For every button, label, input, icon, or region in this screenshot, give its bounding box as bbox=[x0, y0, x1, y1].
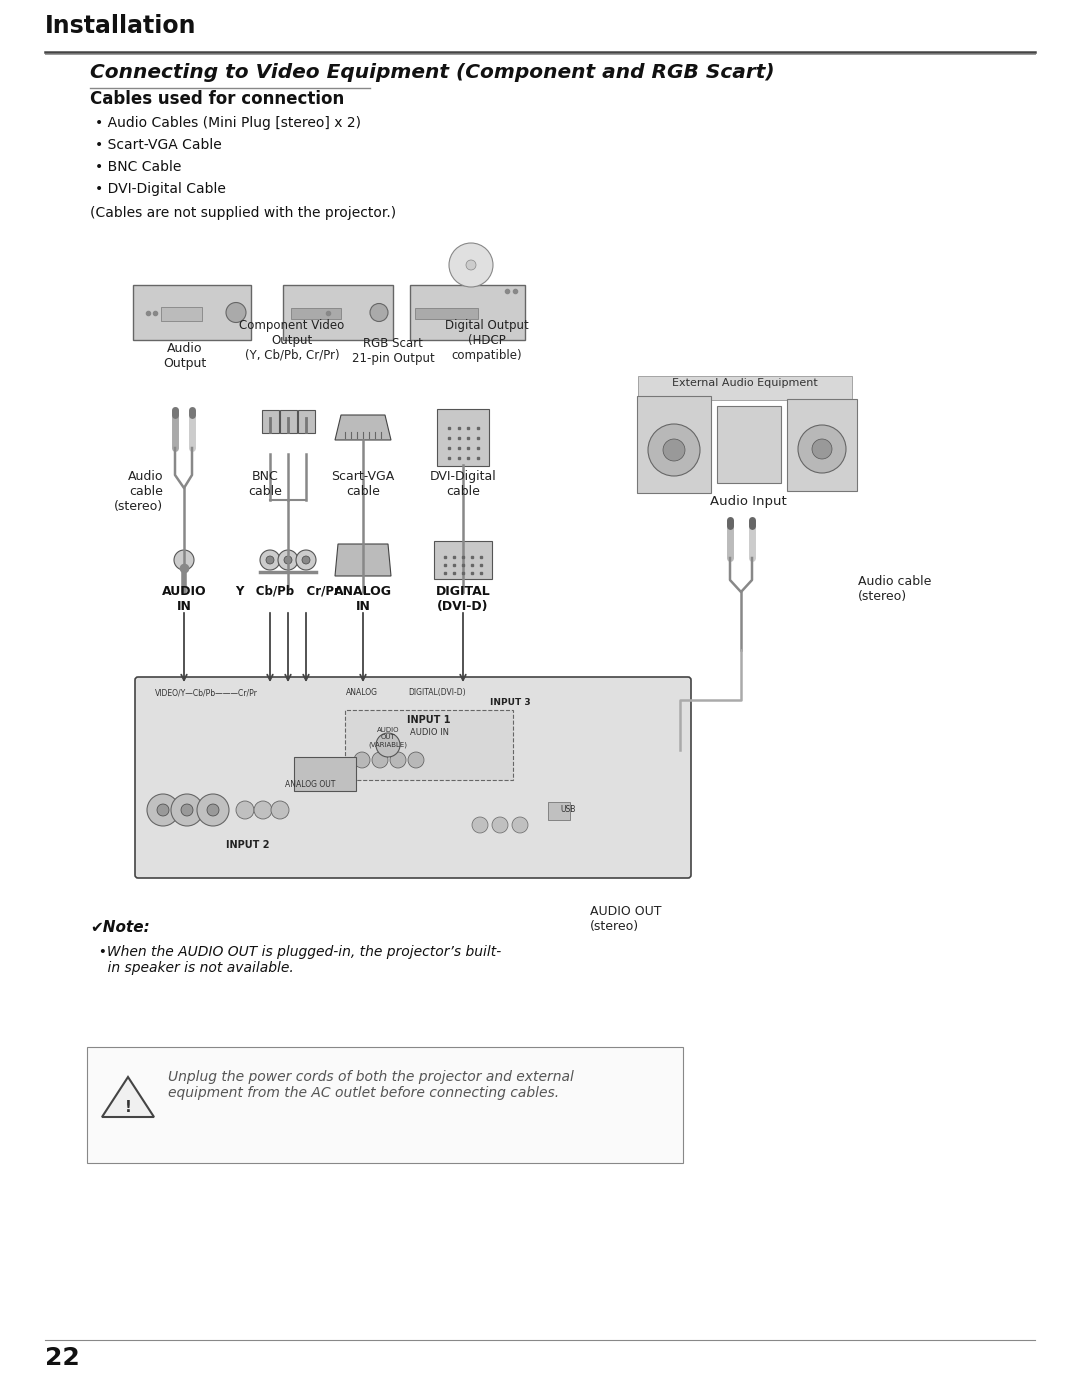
Text: DVI-Digital
cable: DVI-Digital cable bbox=[430, 469, 497, 497]
Text: External Audio Equipment: External Audio Equipment bbox=[672, 379, 818, 388]
Text: Audio
Output: Audio Output bbox=[163, 342, 206, 370]
FancyBboxPatch shape bbox=[637, 395, 711, 493]
Text: DIGITAL(DVI-D): DIGITAL(DVI-D) bbox=[408, 687, 465, 697]
Text: INPUT 2: INPUT 2 bbox=[226, 840, 270, 849]
Bar bbox=[345, 710, 513, 780]
Circle shape bbox=[278, 550, 298, 570]
Circle shape bbox=[370, 303, 388, 321]
FancyBboxPatch shape bbox=[261, 409, 279, 433]
Circle shape bbox=[798, 425, 846, 474]
Text: • BNC Cable: • BNC Cable bbox=[95, 161, 181, 175]
Circle shape bbox=[181, 805, 193, 816]
Text: (Cables are not supplied with the projector.): (Cables are not supplied with the projec… bbox=[90, 205, 396, 219]
Text: • Scart-VGA Cable: • Scart-VGA Cable bbox=[95, 138, 221, 152]
Circle shape bbox=[284, 556, 292, 564]
FancyBboxPatch shape bbox=[133, 285, 251, 339]
FancyBboxPatch shape bbox=[787, 400, 858, 490]
Text: INPUT 3: INPUT 3 bbox=[489, 698, 530, 707]
Text: INPUT 1: INPUT 1 bbox=[407, 715, 450, 725]
Text: • DVI-Digital Cable: • DVI-Digital Cable bbox=[95, 182, 226, 196]
Circle shape bbox=[472, 817, 488, 833]
Text: DIGITAL
(DVI-D): DIGITAL (DVI-D) bbox=[435, 585, 490, 613]
Circle shape bbox=[147, 793, 179, 826]
Text: Digital Output
(HDCP
compatible): Digital Output (HDCP compatible) bbox=[445, 319, 529, 362]
Text: Audio
cable
(stereo): Audio cable (stereo) bbox=[113, 469, 163, 513]
FancyBboxPatch shape bbox=[135, 678, 691, 877]
Text: BNC
cable: BNC cable bbox=[248, 469, 282, 497]
Circle shape bbox=[237, 800, 254, 819]
Circle shape bbox=[492, 817, 508, 833]
Text: Installation: Installation bbox=[45, 14, 197, 38]
Circle shape bbox=[812, 439, 832, 460]
Text: !: ! bbox=[124, 1099, 132, 1115]
FancyBboxPatch shape bbox=[638, 376, 852, 400]
Bar bbox=[548, 802, 570, 820]
Text: AUDIO
IN: AUDIO IN bbox=[162, 585, 206, 613]
Text: • Audio Cables (Mini Plug [stereo] x 2): • Audio Cables (Mini Plug [stereo] x 2) bbox=[95, 116, 361, 130]
FancyBboxPatch shape bbox=[294, 757, 356, 791]
Circle shape bbox=[465, 260, 476, 270]
Circle shape bbox=[512, 817, 528, 833]
Circle shape bbox=[648, 425, 700, 476]
Circle shape bbox=[260, 550, 280, 570]
Circle shape bbox=[157, 805, 168, 816]
Bar bbox=[415, 307, 477, 319]
FancyBboxPatch shape bbox=[434, 541, 492, 578]
Text: Audio cable
(stereo): Audio cable (stereo) bbox=[858, 576, 931, 604]
Text: Y   Cb/Pb   Cr/Pr: Y Cb/Pb Cr/Pr bbox=[235, 585, 340, 598]
FancyBboxPatch shape bbox=[87, 1046, 683, 1162]
Text: ANALOG OUT: ANALOG OUT bbox=[285, 780, 335, 789]
Circle shape bbox=[197, 793, 229, 826]
FancyBboxPatch shape bbox=[280, 409, 297, 433]
Text: AUDIO IN: AUDIO IN bbox=[409, 728, 448, 738]
FancyBboxPatch shape bbox=[283, 285, 393, 339]
Text: Connecting to Video Equipment (Component and RGB Scart): Connecting to Video Equipment (Component… bbox=[90, 63, 774, 82]
Circle shape bbox=[449, 243, 492, 286]
Text: Unplug the power cords of both the projector and external
equipment from the AC : Unplug the power cords of both the proje… bbox=[168, 1070, 573, 1101]
Circle shape bbox=[207, 805, 219, 816]
Text: Audio Input: Audio Input bbox=[710, 495, 786, 509]
Circle shape bbox=[390, 752, 406, 768]
Text: ✔Note:: ✔Note: bbox=[90, 921, 150, 935]
Circle shape bbox=[254, 800, 272, 819]
Bar bbox=[291, 307, 340, 319]
Text: ANALOG: ANALOG bbox=[346, 687, 378, 697]
Text: USB: USB bbox=[561, 805, 576, 814]
FancyBboxPatch shape bbox=[717, 407, 781, 483]
FancyBboxPatch shape bbox=[409, 285, 525, 339]
Text: 22: 22 bbox=[45, 1345, 80, 1370]
Circle shape bbox=[372, 752, 388, 768]
Text: ANALOG
IN: ANALOG IN bbox=[334, 585, 392, 613]
FancyBboxPatch shape bbox=[297, 409, 314, 433]
Text: •When the AUDIO OUT is plugged-in, the projector’s built-
    in speaker is not : •When the AUDIO OUT is plugged-in, the p… bbox=[90, 944, 501, 975]
Text: Component Video
Output
(Y, Cb/Pb, Cr/Pr): Component Video Output (Y, Cb/Pb, Cr/Pr) bbox=[240, 319, 345, 362]
Text: AUDIO
OUT
(VARIABLE): AUDIO OUT (VARIABLE) bbox=[368, 726, 407, 747]
Circle shape bbox=[408, 752, 424, 768]
Circle shape bbox=[354, 752, 370, 768]
Circle shape bbox=[171, 793, 203, 826]
Text: AUDIO OUT
(stereo): AUDIO OUT (stereo) bbox=[590, 905, 661, 933]
Text: Cables used for connection: Cables used for connection bbox=[90, 89, 345, 108]
Text: RGB Scart
21-pin Output: RGB Scart 21-pin Output bbox=[352, 337, 434, 365]
Polygon shape bbox=[102, 1077, 154, 1118]
Circle shape bbox=[296, 550, 316, 570]
Polygon shape bbox=[335, 415, 391, 440]
Circle shape bbox=[302, 556, 310, 564]
Circle shape bbox=[174, 550, 194, 570]
Circle shape bbox=[226, 303, 246, 323]
Text: VIDEO/Y—Cb/Pb———Cr/Pr: VIDEO/Y—Cb/Pb———Cr/Pr bbox=[156, 687, 258, 697]
Circle shape bbox=[663, 439, 685, 461]
Circle shape bbox=[376, 733, 400, 757]
Bar bbox=[161, 306, 202, 320]
FancyBboxPatch shape bbox=[437, 409, 489, 467]
Text: Scart-VGA
cable: Scart-VGA cable bbox=[332, 469, 394, 497]
Circle shape bbox=[271, 800, 289, 819]
Circle shape bbox=[266, 556, 274, 564]
Polygon shape bbox=[335, 543, 391, 576]
